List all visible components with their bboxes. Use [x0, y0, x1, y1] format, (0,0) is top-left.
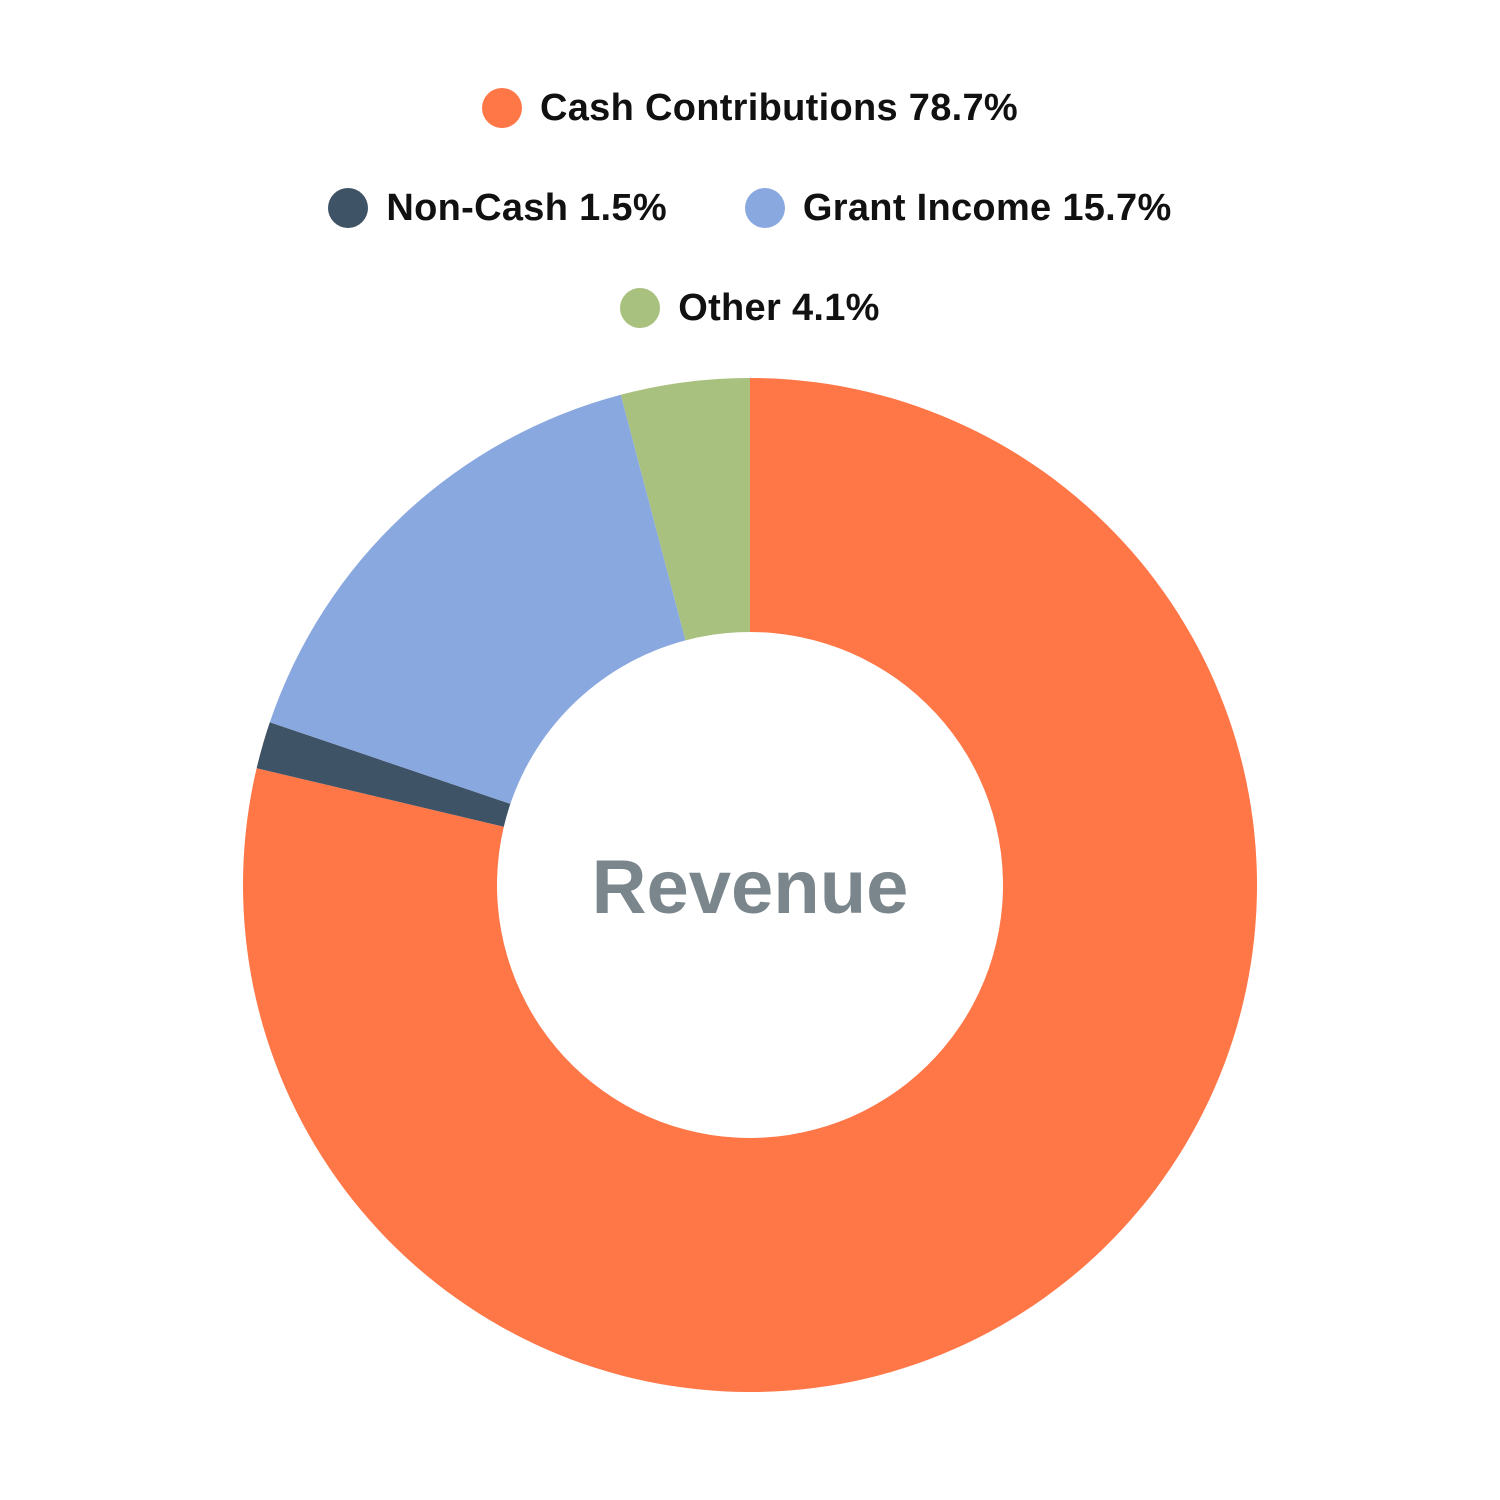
chart-center-title: Revenue [592, 845, 909, 930]
legend-item-cash-contributions: Cash Contributions 78.7% [481, 86, 1019, 130]
legend-item-grant-income: Grant Income 15.7% [744, 186, 1172, 230]
legend-row-3: Other 4.1% [0, 278, 1500, 338]
legend-dot-grant-income [744, 188, 785, 228]
legend-dot-other [620, 288, 661, 328]
slice-other [620, 378, 750, 641]
slice-non-cash [256, 722, 511, 827]
slice-cash-contributions [243, 378, 1258, 1393]
slice-grant-income [269, 394, 686, 804]
legend-label-cash-contributions: Cash Contributions 78.7% [539, 86, 1019, 129]
legend-label-non-cash: Non-Cash 1.5% [386, 186, 667, 229]
legend-row-1: Cash Contributions 78.7% [0, 78, 1500, 138]
legend-dot-non-cash [328, 188, 369, 228]
legend-label-other: Other 4.1% [678, 286, 880, 329]
legend-row-2: Non-Cash 1.5% Grant Income 15.7% [0, 178, 1500, 238]
legend-dot-cash-contributions [481, 88, 522, 128]
legend-label-grant-income: Grant Income 15.7% [802, 186, 1172, 229]
donut-slices [243, 378, 1258, 1393]
legend-item-non-cash: Non-Cash 1.5% [328, 187, 667, 230]
legend-item-other: Other 4.1% [620, 287, 880, 330]
